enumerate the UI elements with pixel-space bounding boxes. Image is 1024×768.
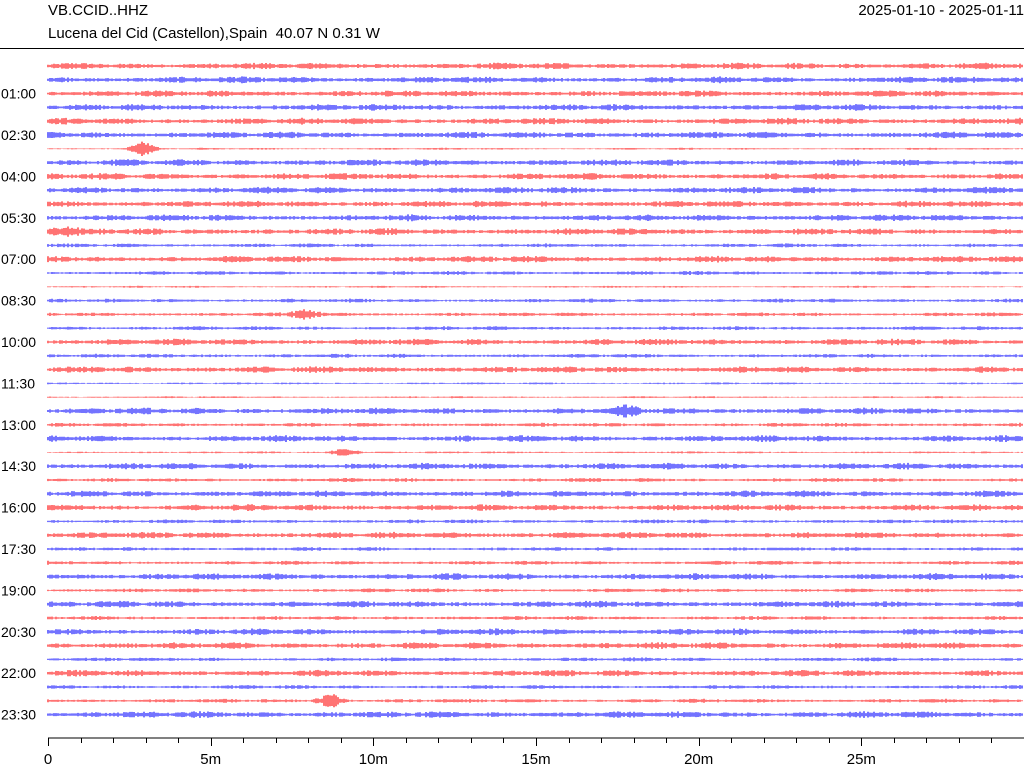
trace-row-43 xyxy=(47,657,1023,662)
trace-row-4 xyxy=(47,117,1023,125)
x-tick-label: 20m xyxy=(684,751,713,768)
trace-row-36 xyxy=(47,560,1023,565)
trace-row-24 xyxy=(47,396,1023,399)
trace-row-29 xyxy=(47,462,1023,470)
trace-row-25 xyxy=(47,404,1023,418)
trace-row-23 xyxy=(47,382,1023,385)
time-label: 23:30 xyxy=(1,707,36,723)
time-label: 04:00 xyxy=(1,168,36,184)
time-label: 02:30 xyxy=(1,127,36,143)
station-code: VB.CCID..HHZ xyxy=(48,2,149,19)
trace-row-5 xyxy=(47,131,1023,139)
time-label: 08:30 xyxy=(1,293,36,309)
trace-row-6 xyxy=(47,141,1023,156)
trace-row-47 xyxy=(47,711,1023,718)
trace-row-35 xyxy=(47,547,1023,551)
trace-row-7 xyxy=(47,159,1023,166)
time-label: 14:30 xyxy=(1,458,36,474)
trace-row-31 xyxy=(47,490,1023,498)
trace-row-33 xyxy=(47,519,1023,524)
x-tick-label: 15m xyxy=(521,751,550,768)
trace-row-41 xyxy=(47,628,1023,636)
trace-row-28 xyxy=(47,449,1023,456)
trace-group xyxy=(47,62,1023,718)
trace-row-10 xyxy=(47,200,1023,208)
time-label: 17:30 xyxy=(1,541,36,557)
time-label: 05:30 xyxy=(1,210,36,226)
time-label: 01:00 xyxy=(1,86,36,102)
trace-row-13 xyxy=(47,243,1023,248)
trace-row-38 xyxy=(47,588,1023,593)
x-tick-label: 10m xyxy=(359,751,388,768)
trace-row-34 xyxy=(47,531,1023,539)
time-label: 11:30 xyxy=(1,375,35,391)
trace-row-45 xyxy=(47,685,1023,689)
header-divider xyxy=(0,48,1024,49)
trace-row-18 xyxy=(47,309,1023,320)
trace-row-8 xyxy=(47,173,1023,180)
trace-row-14 xyxy=(47,255,1023,263)
trace-row-32 xyxy=(47,504,1023,511)
trace-row-15 xyxy=(47,271,1023,275)
trace-row-11 xyxy=(47,214,1023,222)
time-label: 10:00 xyxy=(1,334,36,350)
x-tick-label: 5m xyxy=(200,751,221,768)
x-tick-label: 25m xyxy=(847,751,876,768)
trace-row-46 xyxy=(47,694,1023,708)
trace-row-27 xyxy=(47,435,1023,442)
trace-row-37 xyxy=(47,573,1023,580)
trace-row-17 xyxy=(47,298,1023,303)
minute-axis: 0 5m 10m 15m 20m 25m xyxy=(44,737,1024,768)
trace-row-1 xyxy=(47,76,1023,84)
trace-row-22 xyxy=(47,366,1023,373)
date-range: 2025-01-10 - 2025-01-11 xyxy=(858,2,1024,19)
trace-row-2 xyxy=(47,90,1023,97)
trace-row-19 xyxy=(47,326,1023,331)
trace-row-30 xyxy=(47,478,1023,482)
trace-row-12 xyxy=(47,226,1023,237)
time-label: 20:30 xyxy=(1,624,36,640)
trace-row-39 xyxy=(47,600,1023,608)
trace-row-0 xyxy=(47,62,1023,70)
time-label: 07:00 xyxy=(1,251,36,267)
time-axis-labels: 01:00 02:30 04:00 05:30 07:00 08:30 10:00 11:30… xyxy=(1,86,36,723)
trace-row-44 xyxy=(47,669,1023,677)
trace-row-9 xyxy=(47,186,1023,194)
trace-row-26 xyxy=(47,422,1023,427)
trace-row-40 xyxy=(47,616,1023,620)
trace-row-42 xyxy=(47,642,1023,649)
trace-row-16 xyxy=(47,285,1023,288)
x-tick-label: 0 xyxy=(44,751,52,768)
trace-row-20 xyxy=(47,338,1023,346)
time-label: 22:00 xyxy=(1,665,36,681)
time-label: 13:00 xyxy=(1,417,36,433)
trace-row-21 xyxy=(47,353,1023,358)
time-label: 19:00 xyxy=(1,582,36,598)
station-location: Lucena del Cid (Castellon),Spain 40.07 N… xyxy=(48,25,380,42)
trace-row-3 xyxy=(47,104,1023,111)
time-label: 16:00 xyxy=(1,500,36,516)
